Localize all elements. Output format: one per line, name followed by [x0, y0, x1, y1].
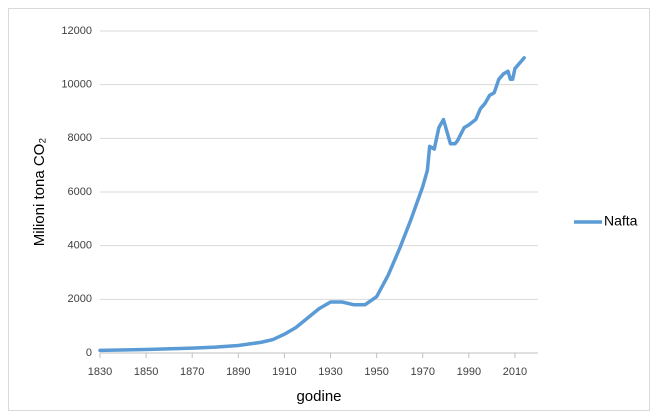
x-tick-label: 2010 — [503, 366, 527, 378]
y-tick-label: 2000 — [68, 293, 92, 305]
x-axis-title: godine — [296, 388, 341, 405]
x-tick-label: 1990 — [457, 366, 481, 378]
x-tick-label: 1930 — [318, 366, 342, 378]
y-tick-label: 8000 — [68, 132, 92, 144]
x-tick-label: 1910 — [272, 366, 296, 378]
data-line — [98, 56, 526, 353]
legend-text: Nafta — [604, 213, 638, 229]
x-tick-label: 1970 — [410, 366, 434, 378]
x-tick-label: 1870 — [180, 366, 204, 378]
y-tick-label: 10000 — [61, 79, 92, 91]
y-tick-label: 6000 — [68, 186, 92, 198]
x-tick-label: 1890 — [226, 366, 250, 378]
y-axis-title: Milioni tona CO₂ — [31, 138, 48, 247]
x-tick-label: 1850 — [134, 366, 158, 378]
x-tick-label: 1830 — [88, 366, 112, 378]
chart-frame — [8, 8, 650, 411]
x-tick-label: 1950 — [364, 366, 388, 378]
y-tick-label: 12000 — [61, 25, 92, 37]
y-tick-label: 4000 — [68, 240, 92, 252]
y-tick-label: 0 — [86, 347, 92, 359]
